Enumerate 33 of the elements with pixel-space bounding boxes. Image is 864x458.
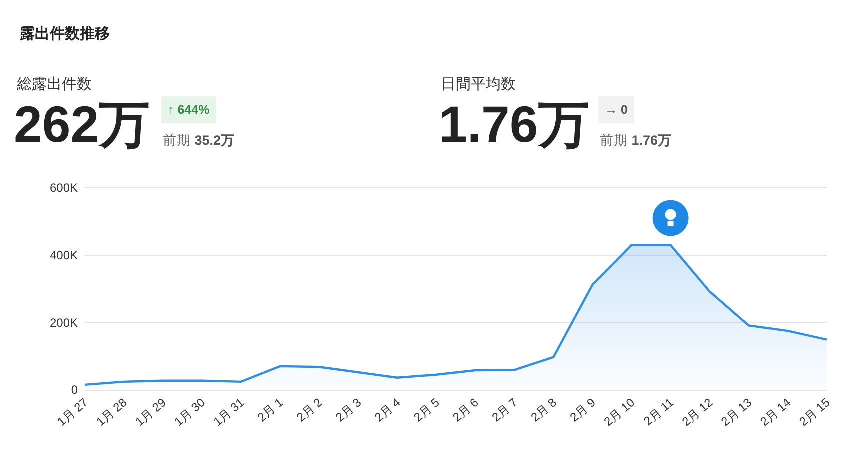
text: ↑ 644%: [168, 103, 210, 117]
y-tick-label: 400K: [50, 248, 78, 263]
x-tick-label: 2月 10: [601, 395, 638, 430]
text: → 0: [605, 103, 628, 117]
x-tick-label: 2月 4: [372, 395, 404, 425]
x-tick-label: 1月 31: [210, 395, 248, 430]
text: 前期 35.2万: [163, 133, 236, 148]
x-tick-label: 1月 28: [94, 395, 130, 430]
x-tick-label: 2月 9: [567, 395, 599, 425]
text: 総露出件数: [16, 76, 92, 93]
x-tick-label: 2月 11: [641, 395, 677, 428]
x-tick-label: 2月 6: [450, 395, 482, 425]
x-tick-label: 2月 12: [680, 395, 716, 430]
x-tick-label: 2月 13: [718, 395, 755, 430]
y-tick-label: 200K: [50, 316, 78, 330]
text: 前期 1.76万: [600, 133, 672, 148]
text: 262万: [14, 96, 150, 153]
text: 1.76万: [439, 96, 590, 153]
x-tick-label: 1月 27: [54, 395, 92, 430]
y-tick-label: 600K: [50, 181, 78, 196]
x-tick-label: 2月 15: [796, 395, 834, 430]
x-tick-label: 1月 29: [132, 395, 170, 430]
x-tick-label: 2月 5: [411, 395, 442, 425]
x-tick-label: 2月 2: [294, 395, 326, 425]
x-tick-label: 2月 1: [255, 395, 286, 425]
x-tick-label: 1月 30: [172, 395, 208, 430]
x-tick-label: 2月 14: [758, 395, 794, 430]
chart-title: 露出件数推移: [19, 25, 110, 42]
x-tick-label: 2月 7: [489, 395, 521, 425]
x-tick-label: 2月 3: [333, 395, 364, 425]
x-tick-label: 2月 8: [528, 395, 560, 425]
y-tick-label: 0: [71, 383, 78, 398]
text: 日間平均数: [441, 76, 516, 93]
